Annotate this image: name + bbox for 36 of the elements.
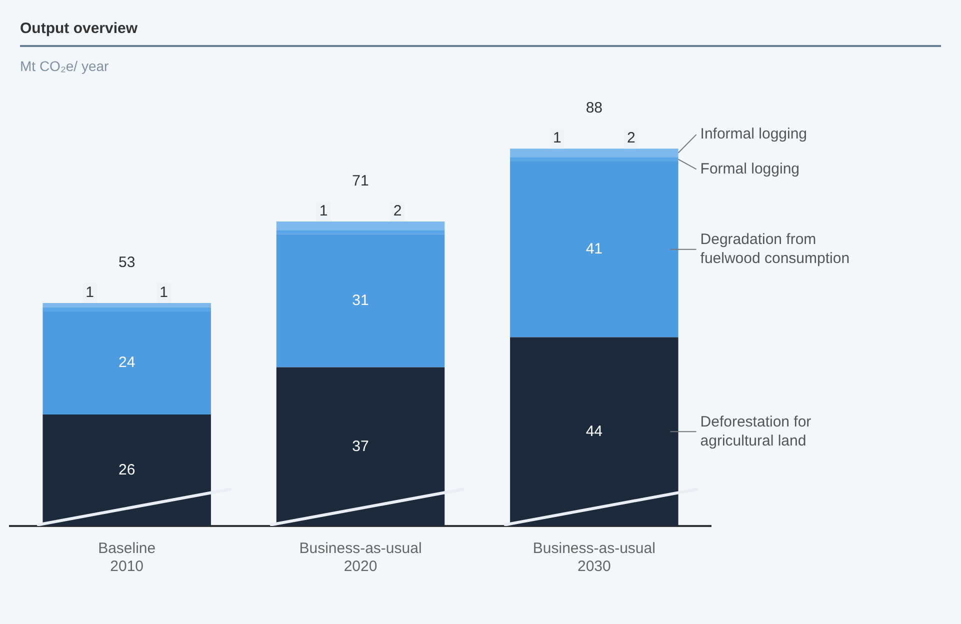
bar [276, 234, 445, 368]
data-label: 41 [586, 240, 603, 258]
chart-subtitle: Mt CO₂e/ year [20, 58, 109, 74]
total-label: 88 [586, 100, 603, 117]
x-tick-label: Business-as-usual 2020 [299, 540, 422, 576]
data-label: 37 [352, 438, 369, 455]
bar [276, 230, 445, 234]
data-label: 24 [118, 354, 136, 372]
x-tick-label: Baseline 2010 [98, 540, 156, 576]
bar [42, 302, 211, 308]
bar [510, 161, 678, 338]
data-label: 1 [86, 284, 94, 302]
bar [42, 312, 211, 414]
data-label: 2 [393, 202, 402, 220]
bar [510, 337, 678, 526]
x-tick-label: Business-as-usual 2030 [532, 540, 656, 576]
series-label: Degradation from fuelwood consumption [700, 231, 850, 268]
data-label: 31 [352, 292, 369, 309]
data-label: 44 [586, 422, 603, 440]
data-label: 1 [552, 130, 562, 147]
bar [510, 157, 678, 162]
chart-title: Output overview [20, 20, 941, 47]
bar [510, 148, 678, 158]
total-label: 53 [118, 254, 136, 272]
data-label: 2 [627, 130, 636, 147]
data-label: 1 [319, 202, 328, 220]
data-label: 26 [118, 461, 136, 478]
series-label: Deforestation for agricultural land [700, 413, 812, 450]
data-label: 1 [160, 284, 168, 302]
series-label: Formal logging [700, 160, 800, 178]
bar [276, 221, 445, 230]
total-label: 71 [352, 172, 369, 190]
bar [42, 414, 211, 526]
series-label: Informal logging [700, 126, 808, 143]
bar [42, 307, 211, 312]
bar [276, 367, 445, 526]
